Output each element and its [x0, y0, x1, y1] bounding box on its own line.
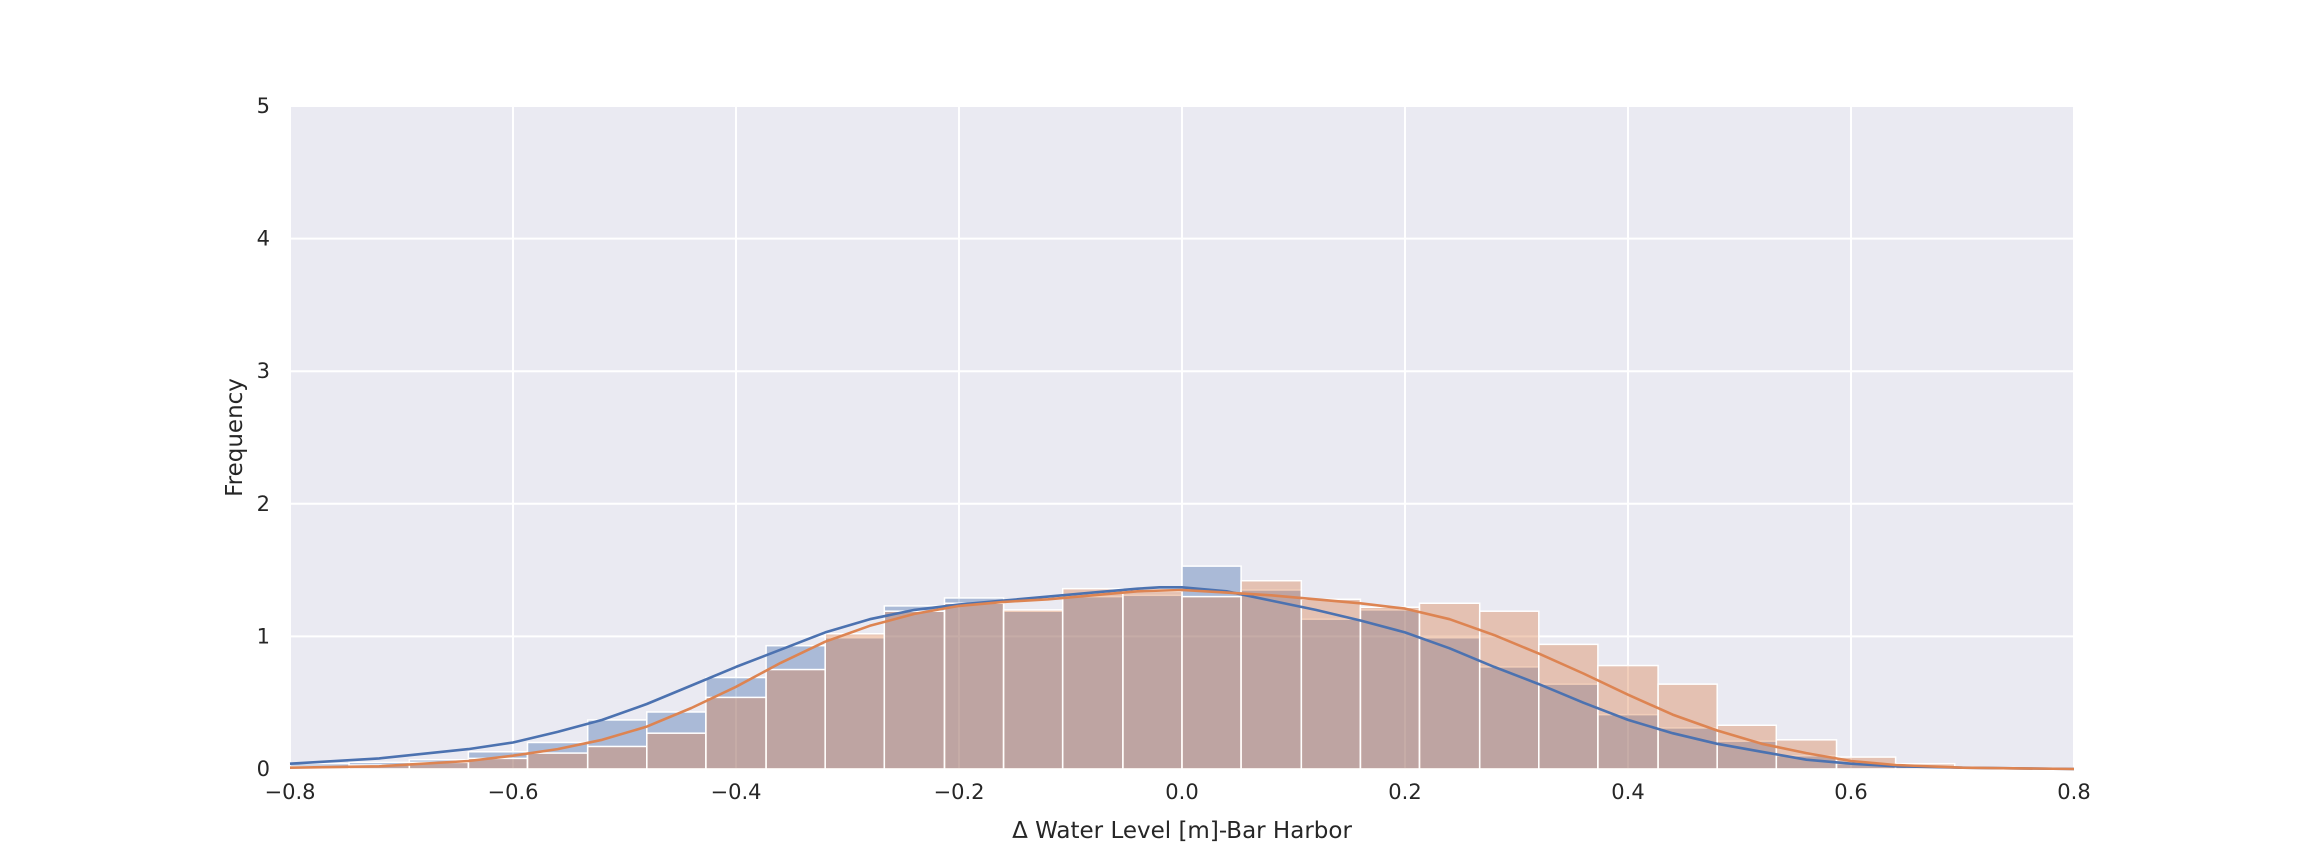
histogram-bar: [1240, 589, 1303, 770]
histogram-bar: [1300, 598, 1362, 770]
histogram-bar: [586, 719, 648, 770]
histogram-bar: [765, 668, 826, 770]
series-2-kde-line: [289, 588, 2075, 771]
x-tick-label: −0.2: [934, 780, 985, 804]
y-axis-label: Frequency: [222, 378, 248, 497]
x-axis-label: Δ Water Level [m]-Bar Harbor: [1012, 818, 1352, 844]
y-tick-label: 1: [257, 624, 270, 648]
y-tick-label: 3: [257, 359, 270, 383]
histogram-bar: [824, 632, 886, 770]
histogram-bar: [1240, 579, 1303, 770]
histogram-bar: [1300, 618, 1362, 770]
x-tick-label: −0.4: [711, 780, 762, 804]
series-1-kde-line: [289, 586, 2075, 771]
histogram-bar: [646, 732, 707, 770]
histogram-bar: [1061, 587, 1124, 770]
histogram-bar: [1538, 643, 1599, 770]
histogram-bar: [1418, 602, 1481, 770]
histogram-bar: [1597, 664, 1659, 770]
x-tick-label: 0.6: [1834, 780, 1867, 804]
x-tick-labels: −0.8 −0.6 −0.4 −0.2 0.0 0.2 0.4 0.6 0.8: [265, 780, 2091, 804]
histogram-bar: [1122, 590, 1183, 770]
y-tick-label: 2: [257, 492, 270, 516]
x-tick-label: 0.8: [2057, 780, 2090, 804]
y-tick-labels: 0 1 2 3 4 5: [257, 94, 270, 781]
histogram-bar: [1002, 609, 1064, 770]
x-tick-label: −0.6: [488, 780, 539, 804]
y-tick-label: 5: [257, 94, 270, 118]
histogram-bar: [526, 752, 589, 770]
kde-curves: [289, 586, 2075, 771]
x-tick-label: −0.8: [265, 780, 316, 804]
x-tick-label: 0.0: [1165, 780, 1198, 804]
histogram-bar: [586, 745, 648, 770]
histogram-bar: [705, 676, 767, 770]
histogram-bar: [883, 610, 946, 770]
histogram-bar: [1478, 666, 1540, 770]
histogram-bar: [1478, 610, 1540, 770]
histogram-bar: [943, 602, 1005, 770]
histogram-bar: [824, 636, 886, 770]
histogram-bar: [1418, 636, 1481, 770]
histogram-bar: [1181, 595, 1242, 770]
y-tick-label: 4: [257, 227, 270, 251]
x-tick-label: 0.4: [1611, 780, 1644, 804]
histogram-bar: [943, 597, 1005, 770]
histogram-bar: [705, 696, 767, 770]
histogram-bar: [1359, 609, 1421, 770]
y-tick-label: 0: [257, 757, 270, 781]
x-tick-label: 0.2: [1388, 780, 1421, 804]
histogram-bar: [1359, 606, 1421, 770]
